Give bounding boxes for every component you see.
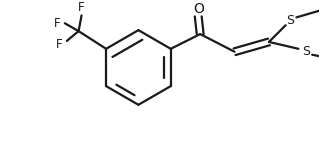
Text: F: F (56, 38, 62, 51)
Text: F: F (54, 17, 60, 30)
Text: F: F (78, 1, 85, 14)
Text: O: O (193, 1, 204, 16)
Text: S: S (287, 14, 295, 27)
Text: S: S (302, 45, 310, 58)
